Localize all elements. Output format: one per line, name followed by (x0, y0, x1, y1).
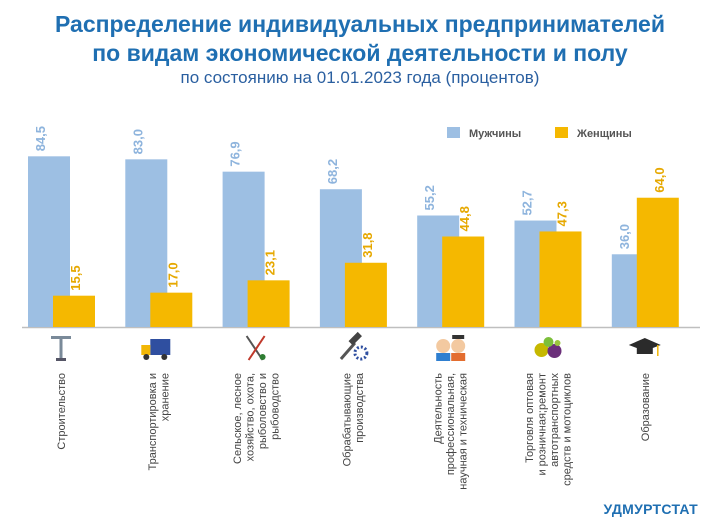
bar-women-0 (53, 295, 95, 327)
bar-women-3 (344, 262, 387, 327)
bar-women-1 (150, 292, 193, 327)
people-icon (436, 335, 466, 361)
value-label-women-4: 44,8 (457, 206, 472, 231)
source-logo: УДМУРТСТАТ (603, 501, 698, 517)
chart-title: Распределение индивидуальных предпринима… (0, 10, 720, 68)
category-label-4-line-2: научная и техническая (458, 373, 470, 490)
graduation-cap-icon (628, 338, 661, 356)
category-label-0-line-0: Строительство (56, 373, 68, 450)
category-label-4-line-0: Деятельность (433, 373, 445, 444)
category-label-5-line-1: и розничная;ремонт (536, 373, 548, 476)
legend-label-women: Женщины (576, 128, 632, 140)
category-label-3-line-0: Обрабатывающие (342, 373, 354, 466)
category-label-2-line-1: хозяйство, охота, (244, 373, 256, 461)
category-label-3-line-1: производства (354, 372, 366, 443)
category-label-2-line-3: рыбоводство (269, 373, 281, 440)
category-label-2-line-0: Сельское, лесное (232, 373, 244, 464)
title-line-2: по видам экономической деятельности и по… (92, 40, 628, 66)
value-label-men-4: 55,2 (422, 185, 437, 210)
truck-icon (141, 339, 171, 360)
fishing-tools-icon (245, 335, 266, 361)
category-label-6-line-0: Образование (640, 373, 652, 441)
value-label-women-6: 64,0 (652, 167, 667, 192)
value-label-women-2: 23,1 (263, 250, 278, 275)
crane-icon (51, 336, 71, 361)
category-label-5-line-0: Торговля оптовая (524, 373, 536, 463)
value-label-men-5: 52,7 (520, 190, 535, 215)
value-label-women-0: 15,5 (68, 265, 83, 290)
legend-label-men: Мужчины (469, 128, 521, 140)
value-label-men-0: 84,5 (33, 126, 48, 151)
legend-swatch-women (555, 127, 568, 138)
value-label-men-3: 68,2 (325, 159, 340, 184)
category-label-2-line-2: рыболовство и (257, 373, 269, 449)
category-label-1-line-0: Транспортировка и (147, 373, 159, 471)
bar-women-2 (247, 280, 290, 327)
bar-women-5 (539, 231, 582, 327)
hammer-gear-icon (339, 331, 369, 361)
value-label-men-6: 36,0 (617, 224, 632, 249)
fruit-icon (534, 337, 562, 358)
value-label-women-5: 47,3 (555, 201, 570, 226)
value-label-women-1: 17,0 (165, 262, 180, 287)
value-label-women-3: 31,8 (360, 232, 375, 257)
category-label-4-line-1: профессиональная, (445, 373, 457, 475)
title-line-1: Распределение индивидуальных предпринима… (55, 11, 665, 37)
chart-subtitle: по состоянию на 01.01.2023 года (процент… (180, 68, 540, 87)
category-label-1-line-1: хранение (160, 373, 172, 421)
bar-women-4 (442, 236, 485, 327)
value-label-men-2: 76,9 (228, 141, 243, 166)
category-label-5-line-2: автотранспортных (549, 373, 561, 467)
bar-women-6 (636, 197, 679, 327)
value-label-men-1: 83,0 (130, 129, 145, 154)
legend-swatch-men (447, 127, 460, 138)
category-label-5-line-3: средств и мотоциклов (561, 373, 573, 486)
